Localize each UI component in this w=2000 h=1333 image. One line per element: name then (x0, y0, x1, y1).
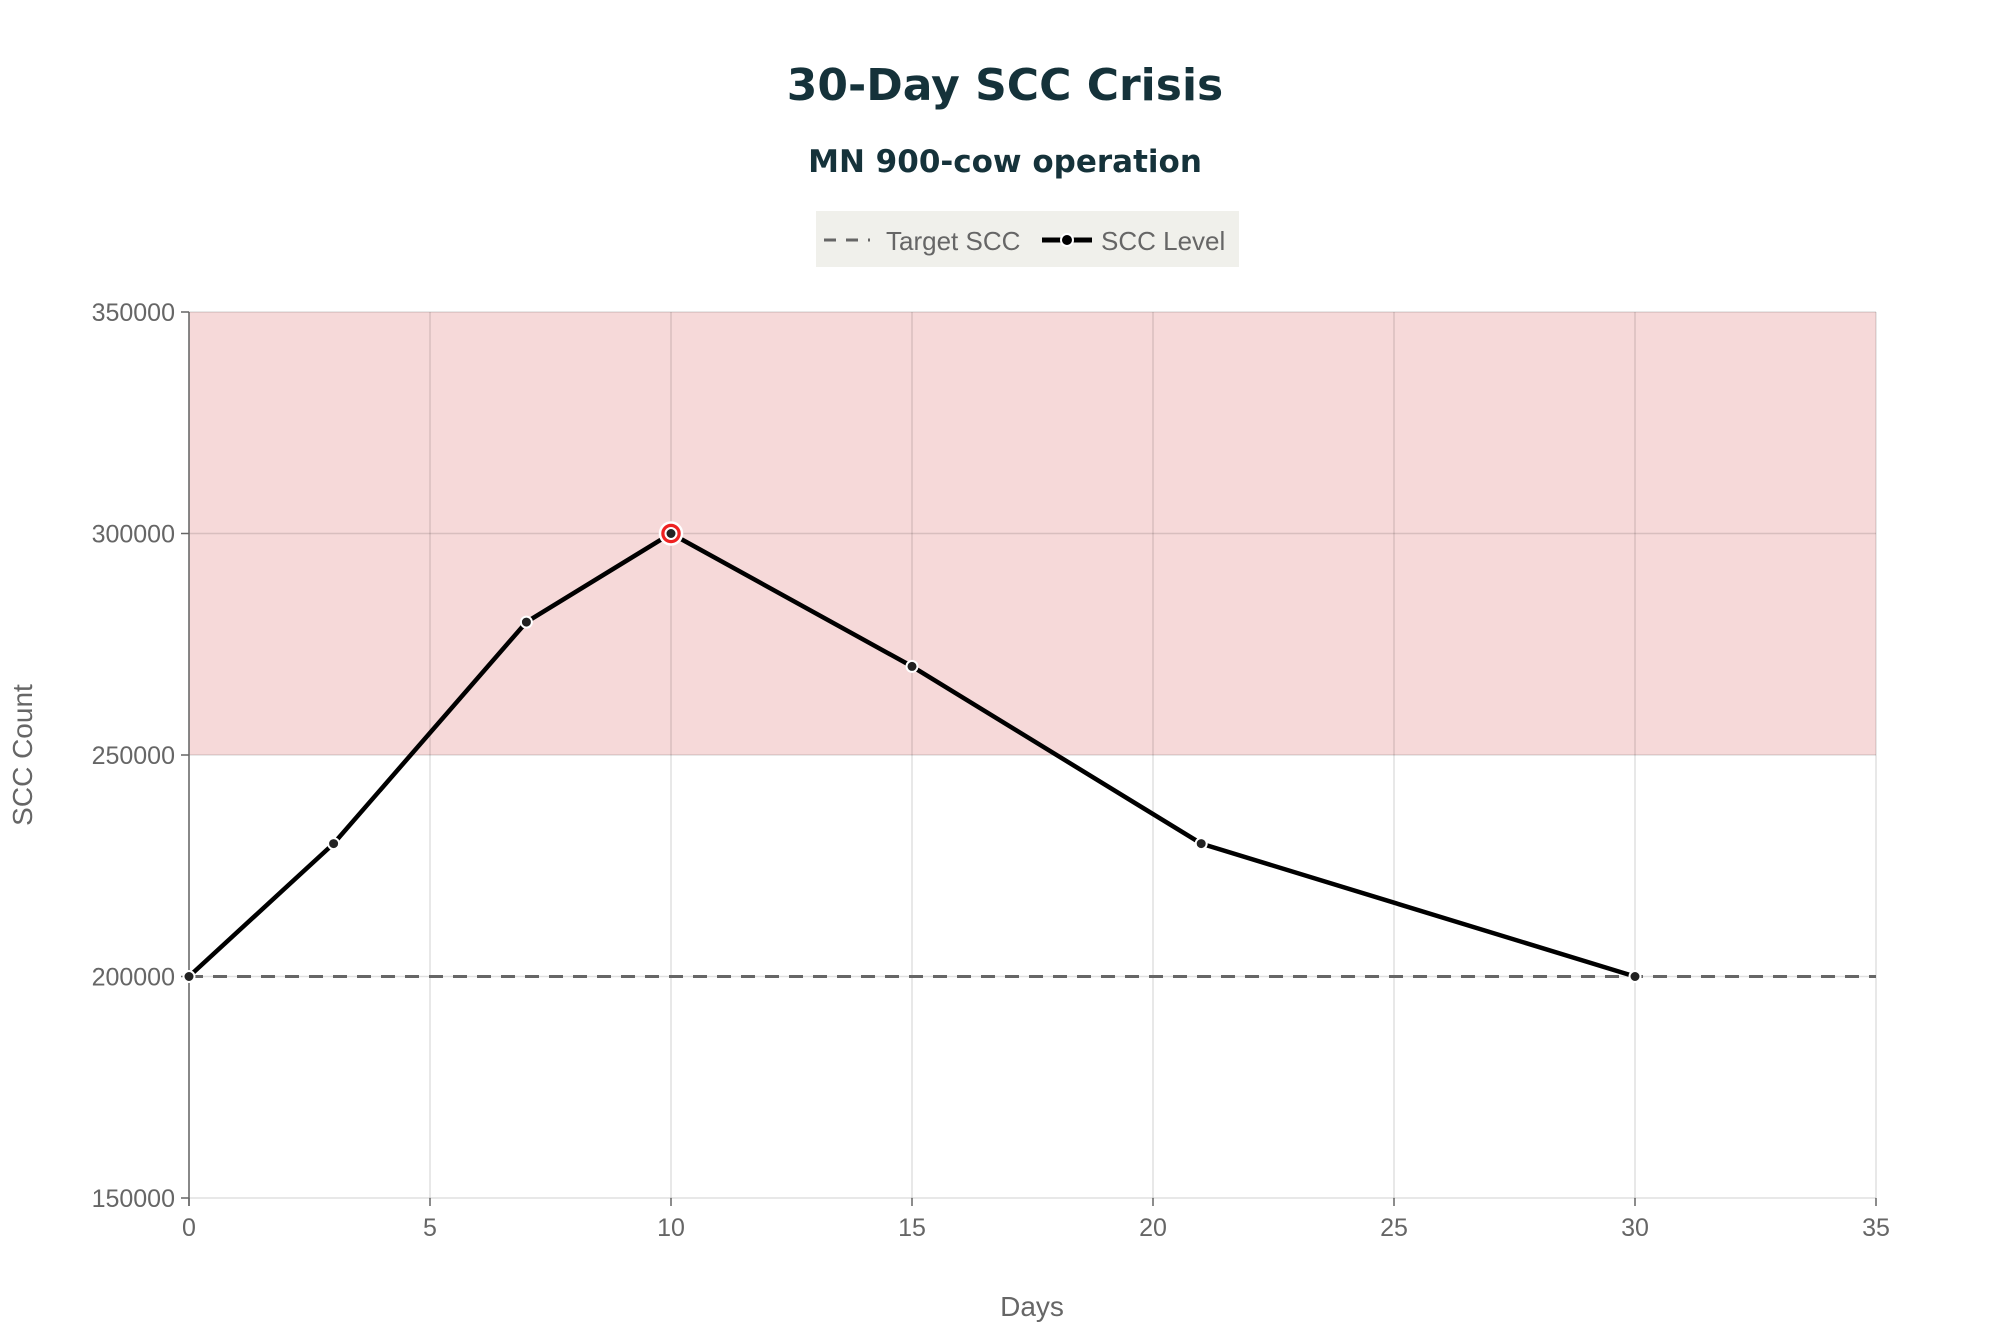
legend: Target SCC SCC Level (816, 211, 1239, 267)
legend-scc-label[interactable]: SCC Level (1101, 226, 1225, 256)
scc-data-point (327, 837, 341, 851)
x-tick-label: 20 (1139, 1214, 1167, 1242)
chart-title: 30-Day SCC Crisis (787, 60, 1223, 111)
y-tick-label: 200000 (92, 964, 175, 992)
x-tick-label: 10 (657, 1214, 685, 1242)
y-tick-label: 150000 (92, 1185, 175, 1213)
y-tick-label: 300000 (92, 521, 175, 549)
scc-data-point (519, 615, 533, 629)
x-tick-label: 0 (182, 1214, 196, 1242)
chart-subtitle: MN 900-cow operation (808, 144, 1202, 180)
x-tick-label: 25 (1380, 1214, 1408, 1242)
y-axis-label: SCC Count (7, 684, 38, 826)
y-tick-label: 250000 (92, 742, 175, 770)
scc-data-point (182, 970, 196, 983)
scc-data-point (1628, 970, 1642, 983)
scc-data-point (905, 659, 919, 673)
x-tick-label: 15 (898, 1214, 926, 1242)
x-tick-label: 35 (1862, 1214, 1890, 1242)
scc-data-point (664, 527, 678, 540)
scc-data-point (1194, 837, 1208, 851)
x-tick-label: 30 (1621, 1214, 1649, 1242)
x-tick-label: 5 (423, 1214, 437, 1242)
x-axis-label: Days (1000, 1291, 1064, 1322)
y-tick-label: 350000 (92, 299, 175, 327)
legend-target-label[interactable]: Target SCC (886, 226, 1020, 256)
shaded-region (189, 312, 1876, 755)
